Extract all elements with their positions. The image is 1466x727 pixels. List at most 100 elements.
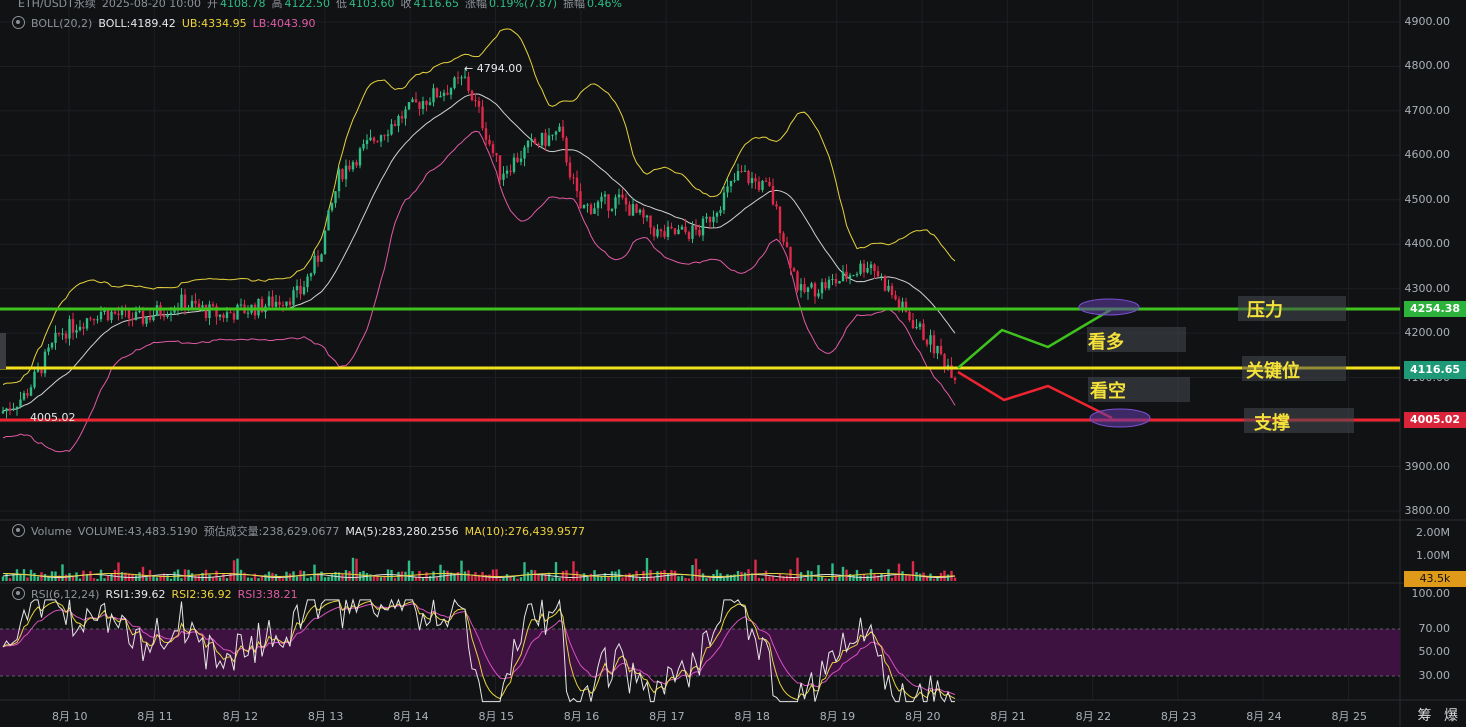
volume-bar — [320, 571, 323, 581]
boll-label[interactable]: BOLL(20,2) — [31, 17, 93, 30]
volume-bar — [925, 576, 929, 581]
collapse-handle[interactable] — [0, 333, 6, 369]
eye-icon[interactable] — [12, 587, 25, 600]
time-axis-label: 8月 16 — [563, 710, 600, 723]
change-value: 0.19%(7.87) — [489, 0, 558, 10]
volume-ma10: MA(10):276,439.9577 — [464, 525, 585, 538]
candle-body — [642, 209, 645, 218]
volume-bar — [873, 574, 876, 581]
volume-bar — [456, 572, 460, 581]
price-axis-label: 3800.00 — [1404, 503, 1451, 517]
volume-bar — [477, 574, 481, 581]
candle-body — [334, 191, 337, 204]
candle-body — [40, 367, 43, 374]
candle-body — [701, 218, 705, 236]
candle-body — [565, 137, 568, 163]
scenario-paths — [957, 298, 1151, 428]
bearish-path — [957, 370, 1113, 420]
volume-bar — [729, 574, 733, 581]
volume-bar — [544, 573, 547, 581]
candle-body — [407, 102, 411, 110]
boll-mid: BOLL:4189.42 — [98, 17, 176, 30]
candle-body — [915, 326, 918, 329]
rsi-label[interactable]: RSI(6,12,24) — [31, 588, 100, 601]
candle-body — [428, 102, 432, 105]
candle-body — [631, 204, 635, 216]
candle-body — [274, 301, 278, 307]
volume-bar — [15, 569, 19, 581]
candle-body — [33, 371, 36, 388]
amp-value: 0.46% — [587, 0, 622, 10]
volume-bar — [866, 575, 869, 581]
volume-bar — [551, 577, 554, 581]
volume-bar — [162, 573, 166, 581]
candle-body — [547, 135, 551, 146]
rsi-axis-label: 70.00 — [1418, 622, 1451, 635]
candle-body — [362, 144, 365, 149]
candle-body — [764, 180, 768, 182]
volume-bars — [1, 557, 957, 581]
candle-body — [372, 137, 376, 142]
volume-bar — [778, 573, 782, 581]
candle-body — [96, 319, 99, 321]
candle-body — [376, 141, 379, 143]
volume-bar — [785, 575, 789, 581]
volume-bar — [82, 570, 85, 581]
volume-bar — [204, 569, 208, 581]
eye-icon[interactable] — [12, 16, 25, 29]
volume-bar — [194, 575, 197, 581]
candle-body — [369, 137, 372, 141]
time-axis-label: 8月 10 — [52, 710, 88, 723]
candle-body — [740, 171, 743, 173]
volume-bar — [134, 575, 138, 581]
candle-body — [344, 165, 348, 180]
candle-body — [442, 92, 446, 96]
volume-bar — [418, 570, 421, 581]
candle-body — [796, 271, 799, 291]
volume-bar — [246, 577, 250, 581]
candle-body — [673, 228, 677, 235]
volume-bar — [106, 575, 110, 581]
candle-body — [586, 204, 589, 206]
volume-bar — [624, 574, 628, 581]
volume-bar — [439, 564, 442, 581]
candle-body — [950, 365, 953, 378]
volume-bar — [621, 577, 624, 581]
volume-bar — [386, 569, 390, 581]
candle-body — [813, 283, 817, 297]
candle-body — [656, 229, 659, 237]
candle-body — [477, 100, 481, 107]
volume-bar — [411, 571, 414, 581]
volume-ma10 — [2, 573, 956, 577]
candle-body — [446, 92, 449, 95]
open-value: 4108.78 — [220, 0, 266, 10]
volume-bar — [757, 577, 761, 581]
candle-body — [628, 204, 631, 216]
candle-body — [75, 330, 78, 333]
rsi-lines — [2, 597, 956, 703]
candle-body — [946, 365, 950, 368]
candle-body — [789, 246, 792, 269]
candle-body — [400, 115, 404, 119]
candle-body — [131, 318, 134, 321]
volume-bar — [432, 571, 435, 581]
bullish-path — [957, 307, 1113, 369]
volume-bar — [372, 576, 376, 581]
volume-bar — [232, 560, 236, 581]
candle-body — [120, 308, 124, 316]
candle-body — [411, 99, 414, 103]
bollinger-bands — [2, 28, 956, 453]
volume-bar — [390, 569, 393, 581]
volume-bar — [376, 576, 379, 581]
volume-label[interactable]: Volume — [31, 525, 72, 538]
candle-body — [719, 210, 722, 213]
candle-body — [645, 215, 649, 218]
symbol-label[interactable]: ETH/USDT永续 — [18, 0, 96, 10]
candle-body — [484, 128, 488, 140]
candle-body — [215, 306, 218, 317]
volume-bar — [855, 569, 859, 581]
eye-icon[interactable] — [12, 524, 25, 537]
volume-bar — [603, 573, 607, 581]
volume-bar — [649, 569, 652, 581]
bearish-box — [1088, 377, 1190, 402]
